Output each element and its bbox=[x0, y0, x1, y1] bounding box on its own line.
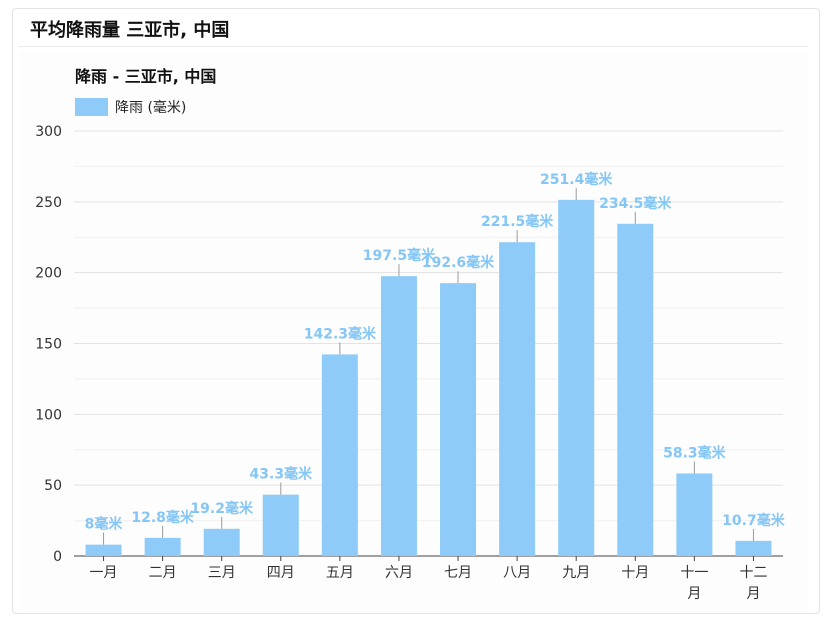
bar bbox=[85, 544, 122, 556]
bar bbox=[499, 242, 536, 557]
x-tick-label: 二月 bbox=[149, 565, 177, 581]
bar bbox=[144, 537, 181, 556]
data-label: 19.2毫米 bbox=[190, 500, 254, 517]
y-tick-label: 150 bbox=[35, 337, 62, 353]
data-label: 197.5毫米 bbox=[363, 247, 436, 264]
page-title: 平均降雨量 三亚市, 中国 bbox=[30, 20, 230, 41]
x-tick-label: 五月 bbox=[326, 565, 354, 581]
x-tick-label: 十月 bbox=[621, 565, 649, 581]
x-tick-label: 十一 bbox=[680, 565, 708, 581]
data-label: 43.3毫米 bbox=[250, 466, 314, 483]
x-tick-label: 六月 bbox=[385, 565, 413, 581]
x-tick-label: 三月 bbox=[208, 565, 236, 581]
x-tick-label: 月 bbox=[687, 586, 701, 602]
data-label: 8毫米 bbox=[85, 516, 124, 533]
data-label: 192.6毫米 bbox=[422, 254, 495, 271]
x-tick-label: 十二 bbox=[739, 565, 767, 581]
data-label: 234.5毫米 bbox=[599, 195, 672, 212]
data-label: 142.3毫米 bbox=[304, 325, 377, 342]
y-tick-label: 100 bbox=[35, 407, 62, 423]
title-divider bbox=[18, 46, 808, 47]
legend-label: 降雨 (毫米) bbox=[115, 99, 186, 116]
data-label: 251.4毫米 bbox=[540, 171, 613, 188]
bar bbox=[558, 199, 595, 556]
data-label: 12.8毫米 bbox=[131, 509, 195, 526]
legend-swatch bbox=[75, 98, 108, 116]
data-label: 58.3毫米 bbox=[663, 444, 727, 461]
x-tick-label: 七月 bbox=[444, 565, 472, 581]
x-tick-label: 四月 bbox=[267, 565, 295, 581]
x-tick-label: 月 bbox=[746, 586, 760, 602]
data-label: 221.5毫米 bbox=[481, 213, 554, 230]
data-label: 10.7毫米 bbox=[722, 512, 786, 529]
bar bbox=[321, 354, 358, 556]
bar bbox=[262, 494, 299, 556]
bar bbox=[380, 276, 417, 556]
bar bbox=[735, 540, 772, 556]
bar bbox=[676, 473, 713, 556]
y-tick-label: 50 bbox=[44, 478, 62, 494]
x-tick-label: 九月 bbox=[562, 565, 590, 581]
bar bbox=[617, 223, 654, 556]
bar bbox=[440, 283, 477, 556]
chart-title: 降雨 - 三亚市, 中国 bbox=[75, 67, 216, 86]
y-tick-label: 200 bbox=[35, 266, 62, 282]
x-tick-label: 八月 bbox=[503, 565, 531, 581]
bar bbox=[203, 528, 240, 556]
y-tick-label: 0 bbox=[53, 549, 62, 565]
y-tick-label: 250 bbox=[35, 195, 62, 211]
x-tick-label: 一月 bbox=[90, 565, 118, 581]
y-tick-label: 300 bbox=[35, 124, 62, 140]
